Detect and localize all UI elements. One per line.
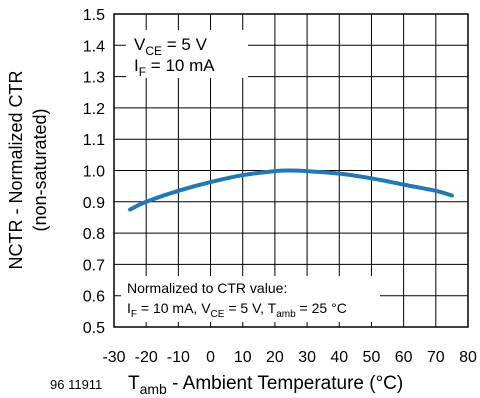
- y-tick-label: 0.6: [83, 289, 105, 306]
- normalization-box: [121, 276, 380, 322]
- y-tick-label: 1.1: [83, 132, 105, 149]
- series-line: [128, 168, 454, 212]
- x-tick-label: 20: [266, 349, 284, 366]
- x-tick-label: 30: [298, 349, 316, 366]
- x-tick-label: 80: [459, 349, 477, 366]
- y-tick-label: 1.0: [83, 164, 105, 181]
- y-tick-label: 0.9: [83, 195, 105, 212]
- x-tick-label: 10: [234, 349, 252, 366]
- x-tick-label: 70: [427, 349, 445, 366]
- y-tick-label: 1.2: [83, 101, 105, 118]
- vce-annotation: VCE = 5 V: [134, 35, 208, 58]
- y-tick-label: 0.5: [83, 320, 105, 337]
- x-tick-label: 50: [363, 349, 381, 366]
- x-tick-label: 0: [206, 349, 215, 366]
- y-tick-label: 1.4: [83, 38, 105, 55]
- if-annotation: IF = 10 mA: [134, 56, 215, 79]
- y-tick-label: 0.7: [83, 257, 105, 274]
- y-tick-label: 0.8: [83, 226, 105, 243]
- normalization-title: Normalized to CTR value:: [127, 280, 287, 296]
- x-tick-label: -10: [167, 349, 190, 366]
- normalization-conditions: IF = 10 mA, VCE = 5 V, Tamb = 25 °C: [127, 300, 347, 320]
- y-axis-label-secondary: (non-saturated): [30, 108, 50, 231]
- x-tick-label: -30: [102, 349, 125, 366]
- y-axis-label: NCTR - Normalized CTR: [6, 70, 26, 269]
- x-tick-label: -20: [135, 349, 158, 366]
- tick-labels: -30 -20 -10 0 10 20 30 40 50 60 70 80 0.5 0.6 0.7 0.8 0.…: [83, 7, 477, 366]
- conditions-box: [126, 30, 248, 78]
- figure-id: 96 11911: [50, 377, 102, 392]
- x-tick-label: 60: [395, 349, 413, 366]
- x-tick-label: 40: [330, 349, 348, 366]
- y-tick-label: 1.3: [83, 70, 105, 87]
- y-tick-label: 1.5: [83, 7, 105, 24]
- x-axis-label: Tamb - Ambient Temperature (°C): [128, 373, 403, 397]
- plot-border: [113, 13, 469, 328]
